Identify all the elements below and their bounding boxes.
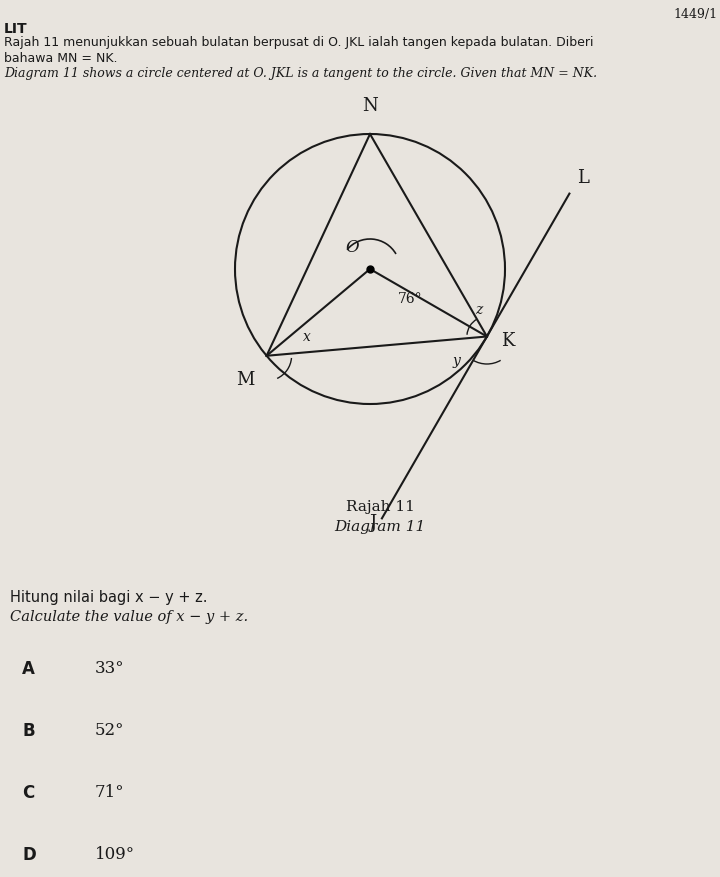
Text: M: M [236,370,255,389]
Text: 71°: 71° [95,783,125,800]
Text: Diagram 11 shows a circle centered at O. JKL is a tangent to the circle. Given t: Diagram 11 shows a circle centered at O.… [4,67,597,80]
Text: Calculate the value of x − y + z.: Calculate the value of x − y + z. [10,610,248,624]
Text: x: x [302,330,310,344]
Text: L: L [577,168,589,187]
Text: 1449/1: 1449/1 [674,8,718,21]
Text: Hitung nilai bagi x − y + z.: Hitung nilai bagi x − y + z. [10,589,207,604]
Text: A: A [22,660,35,677]
Text: O: O [345,239,359,256]
Text: 109°: 109° [95,845,135,862]
Text: J: J [369,514,377,531]
Text: LIT: LIT [4,22,27,36]
Text: 33°: 33° [95,660,125,676]
Text: 76°: 76° [398,292,423,306]
Text: y: y [453,353,461,367]
Text: Diagram 11: Diagram 11 [334,519,426,533]
Text: C: C [22,783,35,801]
Text: N: N [362,96,378,115]
Text: 52°: 52° [95,721,125,738]
Text: Rajah 11: Rajah 11 [346,499,415,513]
Text: z: z [475,303,482,316]
Text: Rajah 11 menunjukkan sebuah bulatan berpusat di O. JKL ialah tangen kepada bulat: Rajah 11 menunjukkan sebuah bulatan berp… [4,36,593,49]
Text: D: D [22,845,36,863]
Text: B: B [22,721,35,739]
Text: K: K [501,332,514,350]
Text: bahawa MN = NK.: bahawa MN = NK. [4,52,117,65]
